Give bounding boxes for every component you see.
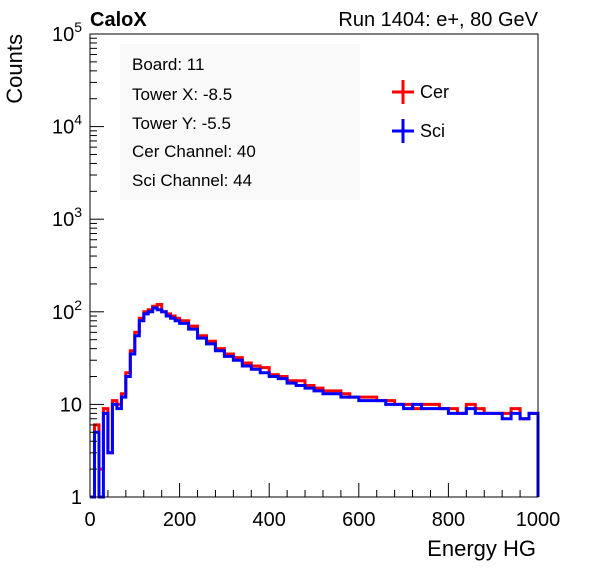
legend-entry-sci: Sci bbox=[392, 119, 445, 143]
y-axis-label: Counts bbox=[2, 34, 27, 104]
legend-label-cer: Cer bbox=[420, 82, 449, 102]
y-tick-label: 10 bbox=[60, 394, 82, 416]
info-line-tower-y: Tower Y: -5.5 bbox=[132, 114, 231, 133]
plot-frame bbox=[89, 33, 539, 498]
info-line-tower-x: Tower X: -8.5 bbox=[132, 85, 232, 104]
series-line-cer bbox=[90, 303, 540, 499]
series-layer bbox=[90, 303, 540, 499]
info-line-board: Board: 11 bbox=[132, 55, 204, 74]
info-line-cer-channel: Cer Channel: 40 bbox=[132, 142, 256, 161]
legend-label-sci: Sci bbox=[420, 121, 445, 141]
series-line-sci bbox=[90, 306, 540, 499]
x-tick-label: 0 bbox=[84, 509, 95, 531]
y-tick-label: 103 bbox=[52, 204, 82, 231]
x-tick-label: 200 bbox=[163, 509, 196, 531]
y-tick-label: 102 bbox=[52, 297, 82, 324]
info-box bbox=[120, 44, 360, 200]
y-axis-ticks: 1 10 102 103 104 105 bbox=[52, 19, 104, 509]
x-tick-label: 400 bbox=[253, 509, 286, 531]
x-axis-label: Energy HG bbox=[427, 536, 536, 561]
x-tick-label: 800 bbox=[432, 509, 465, 531]
x-tick-label: 600 bbox=[342, 509, 375, 531]
x-axis-ticks: 0 200 400 600 800 1000 bbox=[84, 483, 560, 531]
chart-right-title: Run 1404: e+, 80 GeV bbox=[338, 9, 538, 31]
info-line-sci-channel: Sci Channel: 44 bbox=[132, 171, 252, 190]
chart-left-title: CaloX bbox=[90, 9, 147, 31]
legend: Cer Sci bbox=[392, 80, 449, 143]
y-tick-label: 105 bbox=[52, 19, 82, 46]
y-tick-label: 1 bbox=[71, 487, 82, 509]
legend-entry-cer: Cer bbox=[392, 80, 449, 104]
x-tick-label: 1000 bbox=[516, 509, 561, 531]
y-tick-label: 104 bbox=[52, 112, 82, 139]
